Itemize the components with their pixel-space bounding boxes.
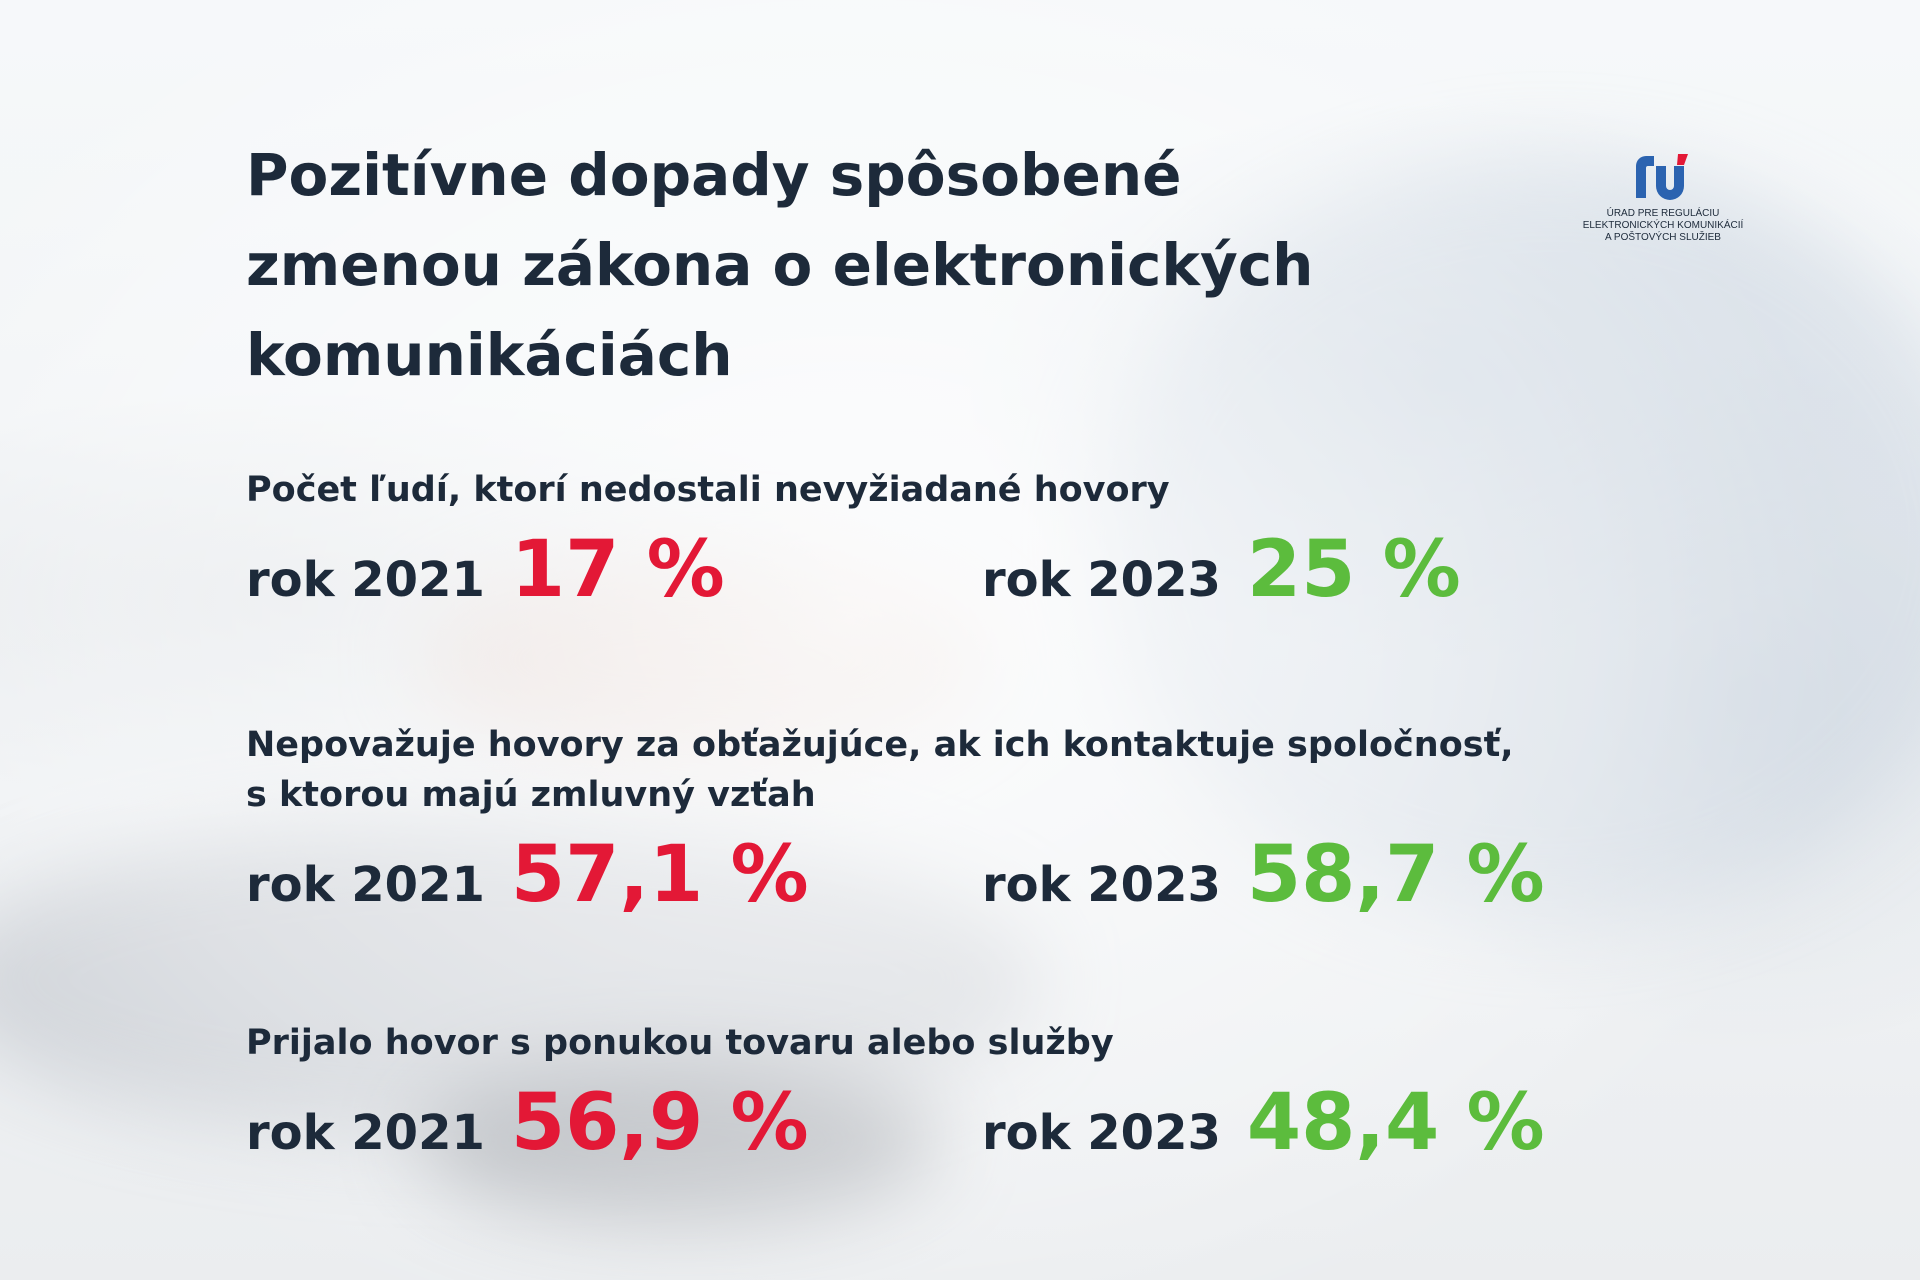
year-label: rok 2023	[982, 552, 1221, 608]
stat-2023: rok 2023 25 %	[982, 525, 1461, 615]
logo-text: ÚRAD PRE REGULÁCIU ELEKTRONICKÝCH KOMUNI…	[1582, 208, 1744, 243]
stat-row: rok 2021 57,1 % rok 2023 58,7 %	[246, 820, 1646, 920]
section-unsolicited-calls: Počet ľudí, ktorí nedostali nevyžiadané …	[246, 465, 1646, 615]
stat-value: 56,9 %	[510, 1078, 809, 1168]
section-heading-line-2: s ktorou majú zmluvný vzťah	[246, 775, 816, 815]
stat-2021: rok 2021 56,9 %	[246, 1078, 809, 1168]
section-heading: Počet ľudí, ktorí nedostali nevyžiadané …	[246, 470, 1170, 510]
stat-value: 48,4 %	[1246, 1078, 1545, 1168]
section-offer-calls: Prijalo hovor s ponukou tovaru alebo slu…	[246, 1018, 1646, 1168]
stat-2023: rok 2023 58,7 %	[982, 830, 1545, 920]
section-not-bothersome: Nepovažuje hovory za obťažujúce, ak ich …	[246, 720, 1646, 920]
page-title: Pozitívne dopady spôsobené zmenou zákona…	[246, 141, 1314, 389]
year-label: rok 2023	[982, 857, 1221, 913]
section-heading-line-1: Nepovažuje hovory za obťažujúce, ak ich …	[246, 725, 1514, 765]
stat-value: 25 %	[1246, 525, 1461, 615]
stat-row: rok 2021 56,9 % rok 2023 48,4 %	[246, 1068, 1646, 1168]
stat-2023: rok 2023 48,4 %	[982, 1078, 1545, 1168]
section-heading: Prijalo hovor s ponukou tovaru alebo slu…	[246, 1023, 1114, 1063]
ru-logo-icon	[1636, 154, 1688, 200]
year-label: rok 2023	[982, 1105, 1221, 1161]
year-label: rok 2021	[246, 857, 485, 913]
stat-row: rok 2021 17 % rok 2023 25 %	[246, 515, 1646, 615]
stat-value: 57,1 %	[510, 830, 809, 920]
stat-2021: rok 2021 57,1 %	[246, 830, 809, 920]
year-label: rok 2021	[246, 552, 485, 608]
ru-logo: ÚRAD PRE REGULÁCIU ELEKTRONICKÝCH KOMUNI…	[1578, 152, 1748, 244]
year-label: rok 2021	[246, 1105, 485, 1161]
stat-2021: rok 2021 17 %	[246, 525, 725, 615]
stat-value: 58,7 %	[1246, 830, 1545, 920]
main-content: Pozitívne dopady spôsobené zmenou zákona…	[246, 130, 1646, 1168]
stat-value: 17 %	[510, 525, 725, 615]
